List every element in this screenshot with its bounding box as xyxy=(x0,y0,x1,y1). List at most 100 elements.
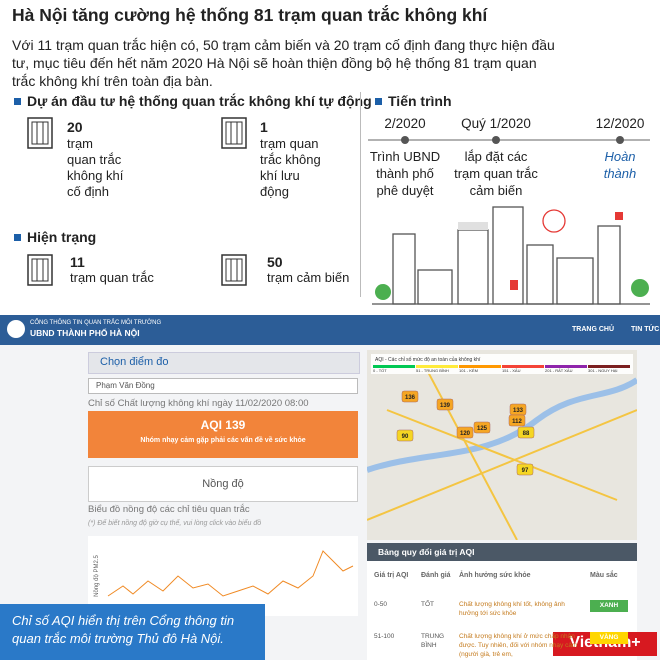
timeline-dot xyxy=(616,136,624,144)
step-text: lắp đặt các xyxy=(464,149,528,164)
item-text: trạm quan trắc xyxy=(70,270,154,285)
portal-header xyxy=(0,315,660,345)
legend-swatch xyxy=(373,365,415,368)
nav-item[interactable]: TRANG CHỦ xyxy=(572,326,614,333)
index-caption: Chỉ số Chất lượng không khí ngày 11/02/2… xyxy=(88,398,309,409)
marker-label: 139 xyxy=(440,403,451,409)
marker-label: 125 xyxy=(477,426,488,432)
table-cell: Chất lượng không khí tốt, không ảnh hưởn… xyxy=(459,601,565,617)
legend-title: AQI - Các chỉ số mức độ an toàn của khôn… xyxy=(375,356,481,363)
item-text: trạm cảm biến xyxy=(267,270,350,285)
step-text: Trình UBND xyxy=(369,149,441,164)
sky-accents xyxy=(458,212,623,290)
legend-swatch xyxy=(459,365,501,368)
illustration xyxy=(27,117,650,305)
item-text: không khí xyxy=(67,168,124,183)
marker xyxy=(401,390,419,403)
map: AQI - Các chỉ số mức độ an toàn của khôn… xyxy=(367,350,637,540)
step-date: 12/2020 xyxy=(595,116,645,131)
table-cell: 0-50 xyxy=(374,601,388,608)
marker xyxy=(396,429,414,442)
intro-line: tư, mục tiêu đến hết năm 2020 Hà Nội sẽ … xyxy=(12,55,537,71)
legend-swatch xyxy=(588,365,630,368)
chart-hint: (*) Để biết nồng độ giờ cụ thể, vui lòng… xyxy=(88,520,262,527)
section-heading: Tiến trình xyxy=(388,93,452,109)
bullet xyxy=(375,98,382,105)
aqi-box xyxy=(88,411,358,458)
item-text: quan trắc xyxy=(67,152,122,167)
marker-label: 112 xyxy=(512,419,522,425)
table-cell: TRUNG BÌNH xyxy=(421,633,445,649)
step-date: 2/2020 xyxy=(384,116,426,131)
item-number: 20 xyxy=(67,119,83,135)
timeline-dot xyxy=(401,136,409,144)
trees xyxy=(375,279,649,300)
legend-label: 301 - NGUY HẠI xyxy=(588,368,618,373)
legend-label: 0 - TỐT xyxy=(373,368,387,373)
pm25-line-decoration xyxy=(107,550,354,597)
caption-box xyxy=(0,604,265,660)
table-title: Bảng quy đổi giá trị AQI xyxy=(378,547,475,557)
org-line: CỔNG THÔNG TIN QUAN TRẮC MÔI TRƯỜNG xyxy=(30,320,162,326)
roads xyxy=(367,369,637,540)
marker-label: 120 xyxy=(460,431,471,437)
item-text: động xyxy=(260,184,289,199)
item-text: trạm quan xyxy=(260,136,319,151)
table-cell: TỐT xyxy=(421,601,434,608)
timeline-dot xyxy=(492,136,500,144)
table-header xyxy=(367,543,637,561)
legend-label: 151 - XẤU xyxy=(502,368,521,373)
step-text: thành xyxy=(603,166,637,181)
legend-swatch xyxy=(416,365,458,368)
caption: Chỉ số AQI hiển thị trên Cổng thông tin … xyxy=(12,613,235,646)
section-heading: Hiện trạng xyxy=(27,229,97,245)
item-number: 11 xyxy=(70,254,85,270)
item-number: 1 xyxy=(260,119,268,135)
station-select[interactable] xyxy=(88,378,358,394)
aqi-note: Nhóm nhạy cảm gặp phải các vấn đề về sức… xyxy=(140,437,306,444)
pm25-chart: Nồng độ PM2.5 xyxy=(88,536,358,616)
marker-label: 97 xyxy=(522,468,529,474)
bullet xyxy=(14,98,21,105)
station: Phạm Văn Đồng xyxy=(96,381,155,390)
table-head: Màu sắc xyxy=(590,572,618,579)
station-icon xyxy=(221,254,247,286)
marker xyxy=(456,426,474,439)
concentration-box[interactable] xyxy=(88,466,358,502)
legend-bg xyxy=(371,354,633,374)
section-heading: Dự án đầu tư hệ thống quan trắc không kh… xyxy=(27,93,372,109)
legend-label: 101 - KÉM xyxy=(459,368,478,373)
marker-label: 90 xyxy=(402,434,409,440)
step-date: Quý 1/2020 xyxy=(461,116,531,131)
marker-label: 136 xyxy=(405,395,416,401)
concentration: Nồng độ xyxy=(202,478,244,490)
marker xyxy=(516,463,534,476)
title: Hà Nội tăng cường hệ thống 81 trạm quan … xyxy=(12,5,488,25)
item-number: 50 xyxy=(267,254,283,270)
step-text: cảm biến xyxy=(469,183,523,198)
intro: Với 11 trạm quan trắc hiện có, 50 trạm c… xyxy=(12,36,555,90)
step-text: trạm quan trắc xyxy=(454,166,538,181)
station-icon xyxy=(27,254,53,286)
color-chip: XANH xyxy=(590,600,628,612)
legend-swatch xyxy=(545,365,587,368)
marker-label: 88 xyxy=(523,431,530,437)
legend-label: 201 - RẤT XẤU xyxy=(545,368,573,373)
item-text: khí lưu xyxy=(260,168,300,183)
marker xyxy=(508,414,526,427)
marker xyxy=(436,398,454,411)
nav-item[interactable]: TIN TỨC xyxy=(631,326,660,333)
step-text: Hoàn xyxy=(604,149,636,164)
river xyxy=(367,377,637,473)
panel-header xyxy=(88,352,360,374)
table-cell: 51-100 xyxy=(374,633,395,640)
marker xyxy=(517,426,535,439)
table-head: Giá trị AQI xyxy=(374,572,409,579)
step-text: thành phố xyxy=(376,166,434,181)
legend-swatch xyxy=(502,365,544,368)
bullet xyxy=(14,234,21,241)
station-icon xyxy=(27,117,53,149)
item-text: cố định xyxy=(67,184,109,199)
color-chip: VÀNG xyxy=(590,632,628,644)
